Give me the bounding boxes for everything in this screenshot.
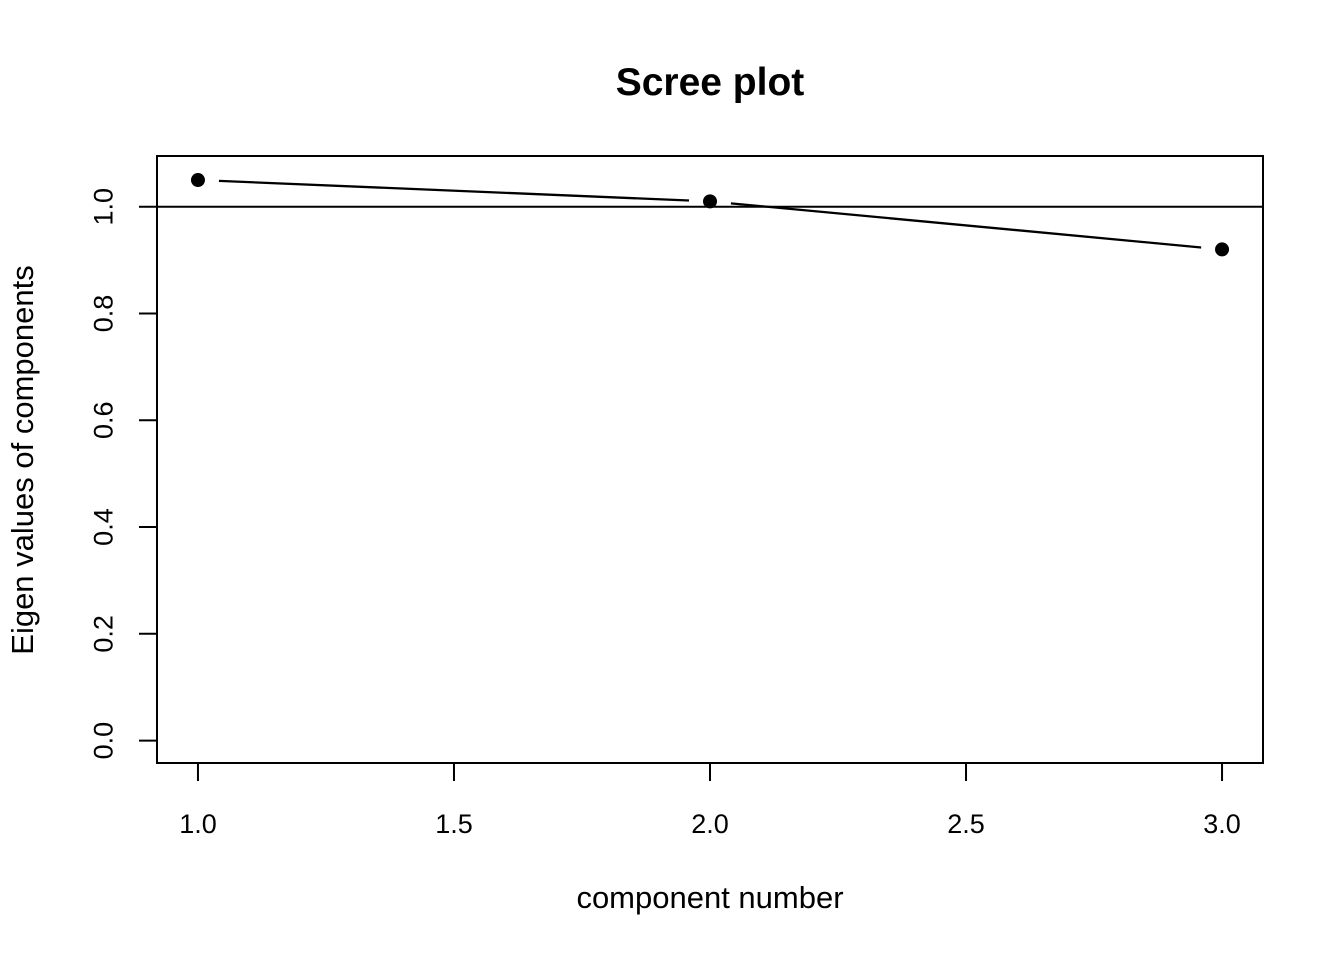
series-line-segment — [730, 202, 1202, 249]
x-axis-tick-label: 2.0 — [691, 809, 729, 839]
y-axis-tick-label: 0.4 — [88, 508, 118, 546]
x-axis-label: component number — [576, 880, 843, 915]
y-axis-tick-label: 0.6 — [88, 401, 118, 439]
data-point — [703, 194, 717, 209]
y-axis-tick-label: 1.0 — [88, 188, 118, 226]
y-axis-label: Eigen values of components — [5, 265, 40, 654]
series-line-segment — [218, 179, 690, 202]
x-axis-tick-label: 1.5 — [435, 809, 473, 839]
plot-title: Scree plot — [616, 61, 805, 104]
data-point — [1215, 242, 1230, 257]
x-axis-tick-label: 2.5 — [947, 809, 985, 839]
plot-box — [156, 155, 1264, 764]
y-axis-tick-label: 0.2 — [88, 615, 118, 653]
x-axis-tick-label: 1.0 — [179, 809, 217, 839]
data-point — [190, 173, 205, 188]
y-axis-tick-label: 0.8 — [88, 295, 118, 333]
y-axis-tick-label: 0.0 — [88, 722, 118, 760]
x-axis-tick-label: 3.0 — [1203, 809, 1241, 839]
plot-area: 1.0 1.5 2.0 2.5 3.0 0.0 0.2 0.4 0.6 0.8 1.0 — [88, 155, 1264, 839]
